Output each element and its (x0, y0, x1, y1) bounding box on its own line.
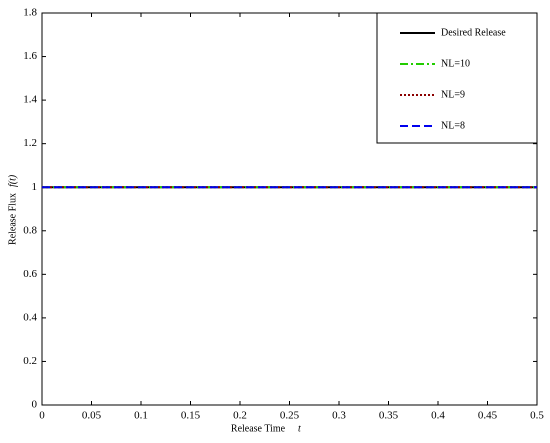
y-tick-label: 1.6 (23, 50, 37, 62)
y-label-symbol: f(t) (7, 174, 18, 187)
x-tick-label: 0.5 (530, 410, 544, 422)
x-tick-label: 0 (39, 410, 45, 422)
legend-label: NL=9 (441, 89, 465, 100)
x-tick-label: 0.35 (379, 410, 399, 422)
x-tick-label: 0.15 (181, 410, 201, 422)
y-tick-label: 1.2 (23, 137, 37, 149)
legend-box (376, 12, 538, 144)
x-tick-label: 0.2 (233, 410, 247, 422)
y-tick-label: 1.4 (23, 94, 37, 106)
y-label: Release Flux (7, 193, 18, 245)
x-tick-label: 0.4 (431, 410, 445, 422)
y-axis-label: Release Flux f(t) (7, 174, 18, 245)
y-tick-label: 1 (32, 181, 38, 193)
y-tick-label: 0.6 (23, 268, 37, 280)
y-tick-label: 0.8 (23, 224, 37, 236)
x-axis-label: Release Time t (231, 423, 301, 434)
x-tick-label: 0.3 (332, 410, 346, 422)
x-label: Release Time (231, 423, 286, 434)
x-tick-label: 0.25 (280, 410, 300, 422)
x-tick-label: 0.1 (134, 410, 148, 422)
y-tick-label: 1.8 (23, 7, 37, 19)
y-tick-label: 0.4 (23, 311, 37, 323)
legend-label: NL=8 (441, 120, 465, 131)
x-tick-label: 0.05 (82, 410, 102, 422)
y-tick-label: 0.2 (23, 355, 37, 367)
legend-label: Desired Release (441, 27, 506, 38)
x-tick-label: 0.45 (478, 410, 498, 422)
legend-label: NL=10 (441, 58, 470, 69)
x-label-symbol: t (298, 423, 301, 434)
y-tick-label: 0 (32, 399, 38, 411)
